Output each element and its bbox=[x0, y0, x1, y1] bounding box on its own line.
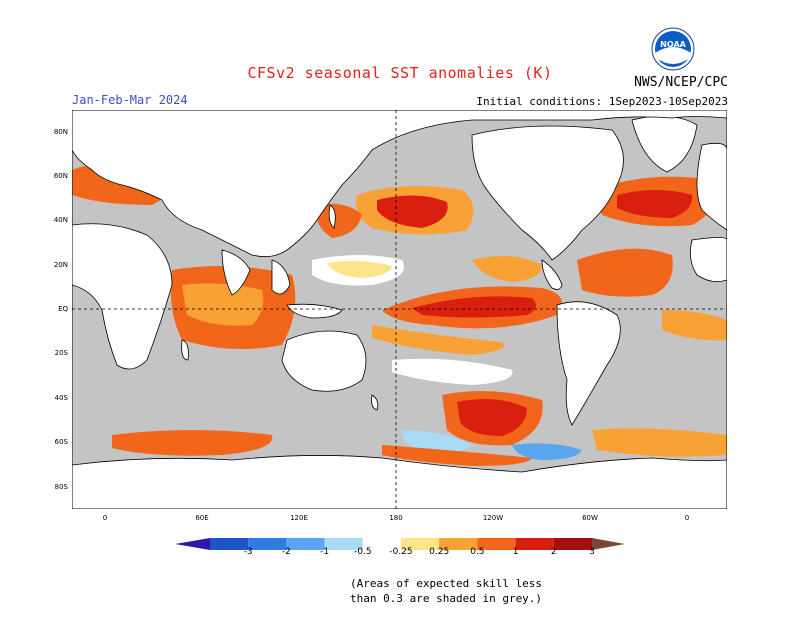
colorbar-arrow-high bbox=[592, 538, 625, 550]
lat-label: 20S bbox=[54, 349, 68, 357]
colorbar-segment bbox=[439, 538, 478, 550]
colorbar-tick-label: -1 bbox=[320, 547, 330, 557]
anomaly-patches bbox=[72, 161, 727, 466]
skill-note-line: than 0.3 are shaded in grey.) bbox=[350, 592, 543, 605]
colorbar-tick-label: -2 bbox=[281, 547, 291, 557]
colorbar-tick-label: 0.25 bbox=[429, 547, 450, 557]
lat-label: 80N bbox=[53, 128, 68, 136]
sst-anomaly-map bbox=[71, 109, 728, 510]
colorbar bbox=[175, 535, 625, 553]
lon-label: 0 bbox=[102, 514, 108, 522]
lon-label: 60W bbox=[582, 514, 598, 522]
colorbar-segment bbox=[210, 538, 249, 550]
colorbar-tick-label: -0.25 bbox=[389, 547, 413, 557]
lat-label: 60N bbox=[53, 172, 68, 180]
colorbar-segment bbox=[362, 538, 401, 550]
lon-label: 120W bbox=[482, 514, 504, 522]
lon-label: 180 bbox=[389, 514, 403, 522]
colorbar-tick-label: -3 bbox=[243, 547, 253, 557]
agency-label: NWS/NCEP/CPC bbox=[634, 75, 728, 90]
lat-label: EQ bbox=[58, 305, 68, 313]
skill-note-line: (Areas of expected skill less bbox=[350, 577, 543, 590]
noaa-logo: NOAA bbox=[651, 27, 695, 71]
lat-label: 40N bbox=[53, 216, 68, 224]
colorbar-tick-label: 3 bbox=[589, 547, 595, 557]
colorbar-segment bbox=[553, 538, 592, 550]
lat-label: 20N bbox=[53, 261, 68, 269]
colorbar-segment bbox=[515, 538, 554, 550]
colorbar-segment bbox=[324, 538, 363, 550]
lat-label: 80S bbox=[54, 483, 68, 491]
map-title: CFSv2 seasonal SST anomalies (K) bbox=[247, 64, 553, 82]
skill-note: (Areas of expected skill less than 0.3 a… bbox=[350, 576, 542, 606]
colorbar-tick-label: 0.5 bbox=[470, 547, 485, 557]
lon-label: 120E bbox=[290, 514, 308, 522]
lat-label: 60S bbox=[54, 438, 68, 446]
colorbar-tick-label: 1 bbox=[512, 547, 519, 557]
colorbar-segment bbox=[401, 538, 440, 550]
lon-label: 0 bbox=[684, 514, 690, 522]
initial-conditions: Initial conditions: 1Sep2023-10Sep2023 bbox=[476, 95, 728, 108]
lat-label: 40S bbox=[54, 394, 68, 402]
lon-label: 60E bbox=[195, 514, 209, 522]
colorbar-segment bbox=[248, 538, 287, 550]
colorbar-segment bbox=[477, 538, 516, 550]
colorbar-segment bbox=[286, 538, 325, 550]
svg-text:NOAA: NOAA bbox=[660, 40, 686, 49]
forecast-period: Jan-Feb-Mar 2024 bbox=[72, 93, 188, 107]
colorbar-tick-label: -0.5 bbox=[354, 547, 372, 557]
colorbar-tick-label: 2 bbox=[550, 547, 557, 557]
colorbar-arrow-low bbox=[175, 538, 210, 550]
land-masses bbox=[71, 109, 728, 510]
